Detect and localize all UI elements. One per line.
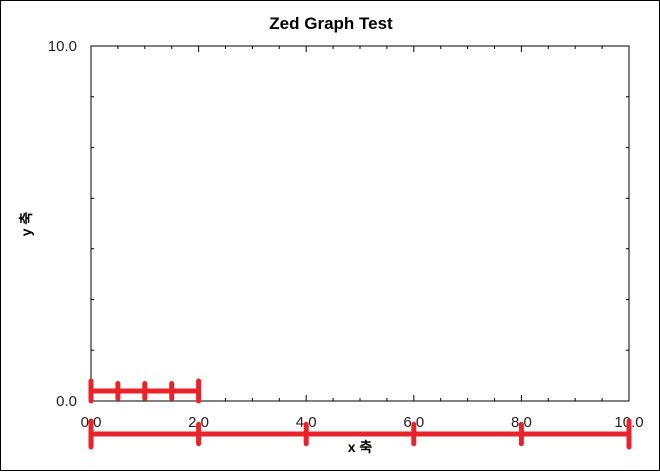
y-tick-label: 10.0 — [48, 38, 77, 55]
red-scale-annotations — [88, 378, 632, 450]
y-tick-labels: 0.0 10.0 — [48, 38, 77, 410]
x-tick-labels: 0.02.04.06.08.010.0 — [81, 414, 644, 431]
y-tick-label: 0.0 — [56, 393, 77, 410]
y-axis-title: y 축 — [18, 212, 34, 237]
plot-area — [90, 45, 630, 402]
x-axis-title: x 축 — [348, 439, 373, 455]
chart-title: Zed Graph Test — [269, 14, 393, 33]
